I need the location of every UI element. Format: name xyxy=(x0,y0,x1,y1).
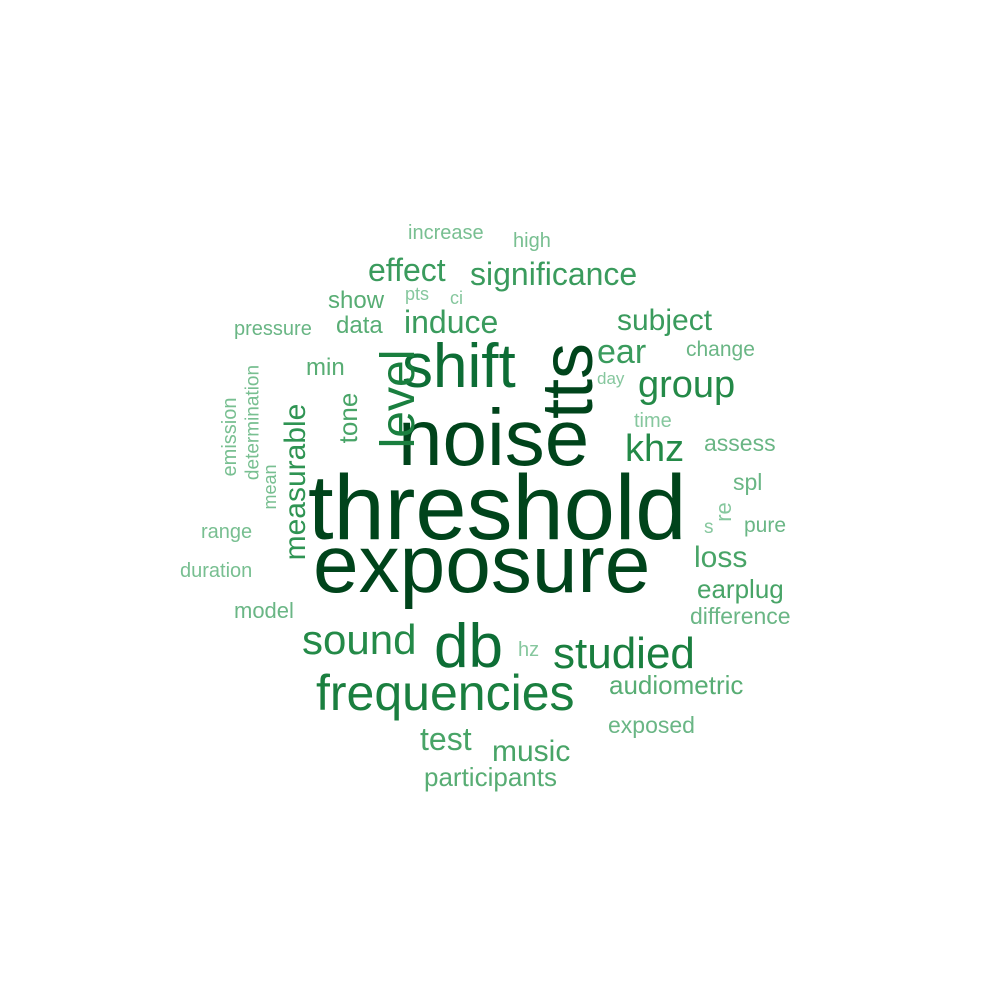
word-ci: ci xyxy=(450,288,463,308)
word-tone: tone xyxy=(333,392,363,444)
word-audiometric: audiometric xyxy=(609,670,744,700)
word-music: music xyxy=(492,735,571,768)
word-khz: khz xyxy=(625,428,685,470)
word-time: time xyxy=(634,410,672,432)
word-noise: noise xyxy=(398,393,590,482)
word-effect: effect xyxy=(368,252,446,288)
word-shift: shift xyxy=(402,332,516,401)
word-data: data xyxy=(336,312,383,339)
word-tts: tts xyxy=(528,343,608,420)
word-change: change xyxy=(686,338,755,361)
word-day: day xyxy=(597,369,625,388)
word-subject: subject xyxy=(617,304,713,337)
word-db: db xyxy=(434,612,503,681)
word-show: show xyxy=(328,287,385,314)
word-high: high xyxy=(513,230,551,252)
word-difference: difference xyxy=(690,603,791,629)
word-pressure: pressure xyxy=(234,318,312,340)
word-earplug: earplug xyxy=(697,574,784,604)
word-duration: duration xyxy=(180,560,253,582)
word-hz: hz xyxy=(518,639,540,661)
word-model: model xyxy=(234,598,294,623)
word-mean: mean xyxy=(260,464,280,510)
word-exposure: exposure xyxy=(313,519,651,610)
word-studied: studied xyxy=(553,629,695,678)
word-frequencies: frequencies xyxy=(316,665,575,721)
word-group: group xyxy=(638,364,736,406)
word-measurable: measurable xyxy=(279,403,312,561)
word-threshold: threshold xyxy=(308,457,687,559)
word-pts: pts xyxy=(405,284,430,304)
word-min: min xyxy=(306,354,345,381)
word-loss: loss xyxy=(694,541,748,574)
word-spl: spl xyxy=(733,469,763,495)
word-level: level xyxy=(372,349,425,449)
word-assess: assess xyxy=(704,430,776,456)
word-sound: sound xyxy=(302,616,417,663)
word-ear: ear xyxy=(597,333,647,371)
word-participants: participants xyxy=(424,762,557,792)
word-re: re xyxy=(711,502,736,522)
word-increase: increase xyxy=(408,222,484,244)
word-significance: significance xyxy=(470,256,638,292)
word-induce: induce xyxy=(404,304,499,340)
word-range: range xyxy=(201,521,253,543)
word-pure: pure xyxy=(744,514,787,537)
word-test: test xyxy=(420,721,472,757)
word-exposed: exposed xyxy=(608,712,695,738)
word-emission: emission xyxy=(219,397,241,477)
word-s: s xyxy=(704,517,714,538)
